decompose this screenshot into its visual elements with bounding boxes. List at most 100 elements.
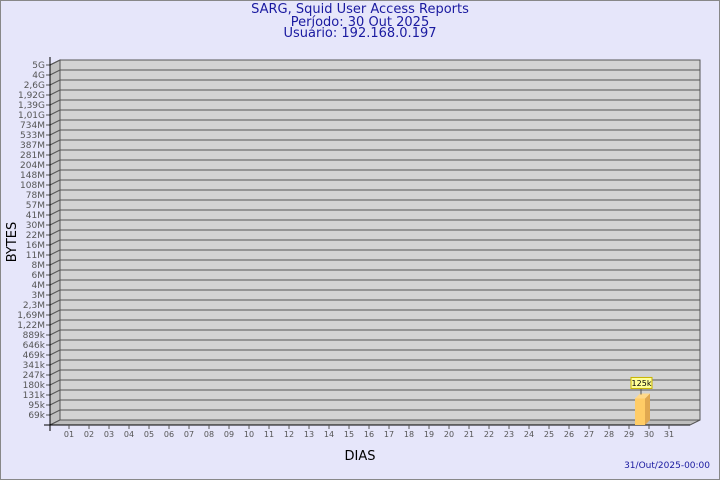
y-tick-diagonal [49, 369, 61, 376]
x-tick-label: 17 [384, 430, 394, 439]
y-tick-label: 281M [20, 151, 45, 161]
y-tick-label: 734M [20, 121, 45, 131]
data-label-box [630, 376, 653, 389]
y-tick-label: 1,92G [18, 91, 45, 101]
y-tick-label: 4G [32, 71, 45, 81]
y-tick-label: 22M [26, 231, 45, 241]
generated-timestamp: 31/Out/2025-00:00 [624, 461, 710, 471]
y-tick-diagonal [49, 279, 61, 286]
x-tick-label: 29 [624, 430, 634, 439]
y-tick-label: 889k [23, 331, 46, 341]
y-tick-diagonal [49, 149, 61, 156]
y-tick-diagonal [49, 269, 61, 276]
y-tick-diagonal [49, 299, 61, 306]
x-tick-label: 01 [64, 430, 74, 439]
y-tick-diagonal [49, 179, 61, 186]
x-tick-label: 04 [124, 430, 134, 439]
y-tick-diagonal [49, 379, 61, 386]
y-tick-diagonal [49, 409, 61, 416]
y-tick-label: 341k [23, 361, 46, 371]
y-tick-label: 1,69M [17, 311, 45, 321]
x-tick-label: 09 [224, 430, 234, 439]
x-tick-label: 13 [304, 430, 314, 439]
x-tick-label: 02 [84, 430, 94, 439]
y-tick-diagonal [49, 339, 61, 346]
y-tick-diagonal [49, 259, 61, 266]
y-tick-label: 387M [20, 141, 45, 151]
y-tick-diagonal [49, 159, 61, 166]
y-tick-label: 3M [32, 291, 46, 301]
y-tick-diagonal [49, 69, 61, 76]
x-tick-label: 20 [444, 430, 454, 439]
x-tick-label: 25 [544, 430, 554, 439]
x-axis-title: DIAS [345, 449, 376, 464]
x-tick-label: 06 [164, 430, 174, 439]
y-tick-diagonal [49, 119, 61, 126]
y-tick-label: 16M [26, 241, 45, 251]
y-tick-diagonal [49, 209, 61, 216]
y-tick-label: 131k [23, 391, 46, 401]
x-tick-label: 30 [644, 430, 654, 439]
y-tick-label: 8M [32, 261, 46, 271]
bar-top-day-30 [635, 393, 650, 399]
y-axis-title: BYTES [5, 222, 20, 263]
y-tick-diagonal [49, 129, 61, 136]
x-tick-label: 03 [104, 430, 114, 439]
y-tick-label: 180k [23, 381, 46, 391]
y-tick-diagonal [49, 229, 61, 236]
y-tick-label: 148M [20, 171, 45, 181]
y-tick-diagonal [49, 79, 61, 86]
y-tick-label: 108M [20, 181, 45, 191]
y-tick-label: 469k [23, 351, 46, 361]
y-tick-diagonal [49, 139, 61, 146]
y-tick-label: 4M [32, 281, 46, 291]
x-tick-label: 26 [564, 430, 574, 439]
x-tick-label: 28 [604, 430, 614, 439]
chart-title: SARG, Squid User Access Reports [251, 2, 469, 17]
x-tick-label: 18 [404, 430, 414, 439]
x-tick-label: 11 [264, 430, 274, 439]
y-tick-diagonal [49, 169, 61, 176]
y-tick-label: 11M [26, 251, 45, 261]
y-tick-diagonal [49, 389, 61, 396]
y-tick-diagonal [49, 249, 61, 256]
y-tick-diagonal [49, 99, 61, 106]
y-tick-label: 1,01G [18, 111, 45, 121]
y-tick-diagonal [49, 399, 61, 406]
x-tick-label: 15 [344, 430, 354, 439]
y-tick-label: 5G [32, 61, 45, 71]
y-tick-label: 78M [26, 191, 45, 201]
y-tick-label: 247k [23, 371, 46, 381]
plot-floor [49, 419, 701, 426]
y-tick-label: 69k [28, 411, 45, 421]
y-tick-diagonal [49, 59, 61, 66]
y-tick-label: 1,39G [18, 101, 45, 111]
y-tick-label: 41M [26, 211, 45, 221]
x-tick-label: 14 [324, 430, 334, 439]
y-tick-diagonal [49, 239, 61, 246]
y-tick-diagonal [49, 319, 61, 326]
x-tick-label: 21 [464, 430, 474, 439]
y-tick-diagonal [49, 189, 61, 196]
y-tick-label: 533M [20, 131, 45, 141]
x-tick-label: 10 [244, 430, 254, 439]
x-tick-label: 23 [504, 430, 514, 439]
x-tick-label: 07 [184, 430, 194, 439]
x-tick-label: 08 [204, 430, 214, 439]
x-tick-label: 16 [364, 430, 374, 439]
y-tick-diagonal [49, 359, 61, 366]
y-tick-diagonal [49, 309, 61, 316]
y-tick-diagonal [49, 109, 61, 116]
x-tick-label: 05 [144, 430, 154, 439]
y-tick-diagonal [49, 199, 61, 206]
y-tick-label: 1,22M [17, 321, 45, 331]
x-tick-label: 12 [284, 430, 294, 439]
y-tick-diagonal [49, 289, 61, 296]
y-tick-diagonal [49, 329, 61, 336]
y-tick-label: 2,6G [24, 81, 45, 91]
x-tick-label: 31 [664, 430, 674, 439]
y-tick-label: 57M [26, 201, 45, 211]
chart-user: Usuário: 192.168.0.197 [283, 26, 437, 41]
x-tick-label: 22 [484, 430, 494, 439]
